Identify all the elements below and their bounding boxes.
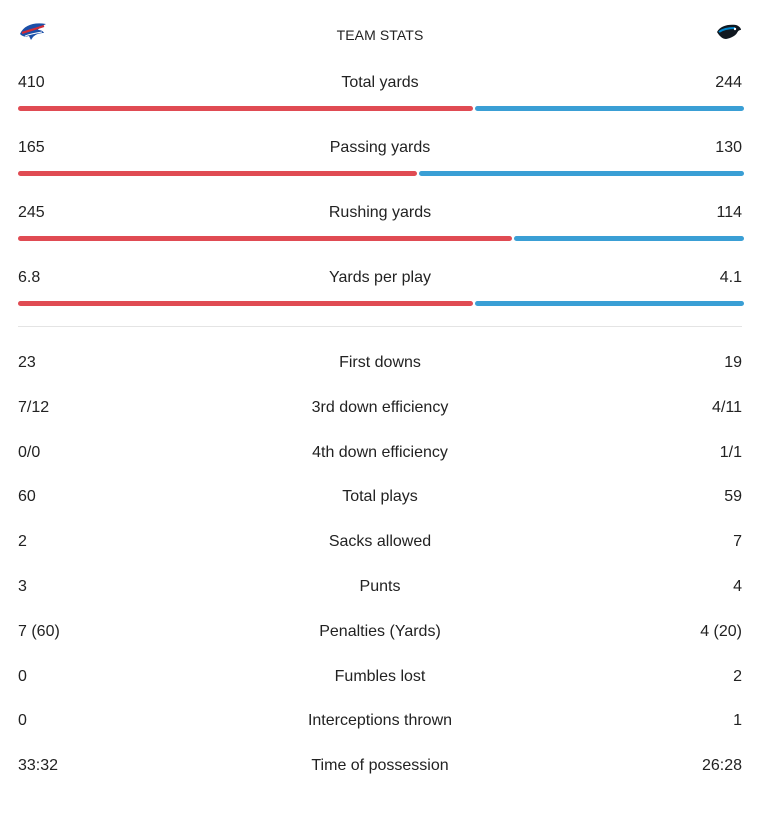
stat-row-fumbles-lost: 0 Fumbles lost 2 <box>18 664 742 709</box>
comparison-bar <box>18 236 744 241</box>
yardage-comparison: 410 Total yards 244 165 Passing yards 13… <box>18 64 744 324</box>
stat-label: Penalties (Yards) <box>319 622 441 640</box>
stat-label: Passing yards <box>329 139 431 156</box>
panthers-logo-icon <box>717 24 741 39</box>
away-value: 1 <box>733 712 742 730</box>
away-value: 19 <box>724 354 742 371</box>
home-bar-segment <box>18 106 474 111</box>
away-value: 7 <box>733 533 742 551</box>
stat-label: Time of possession <box>311 757 449 775</box>
home-value: 6.8 <box>18 269 41 286</box>
away-value: 2 <box>733 667 742 685</box>
home-value: 33:32 <box>18 757 59 775</box>
home-value: 7/12 <box>18 398 50 416</box>
away-value: 114 <box>716 204 742 221</box>
away-value: 1/1 <box>719 443 742 461</box>
stat-row-sacks-allowed: 2 Sacks allowed 7 <box>18 529 742 574</box>
home-value: 0 <box>18 667 27 685</box>
stat-label: Total yards <box>341 74 419 91</box>
away-value: 4 <box>733 577 742 595</box>
stat-total-yards: 410 Total yards 244 <box>18 64 744 129</box>
away-value: 59 <box>724 488 742 506</box>
stat-row-total-plays: 60 Total plays 59 <box>18 484 742 529</box>
home-value: 60 <box>18 488 36 506</box>
stat-row-fourth-down-efficiency: 0/0 4th down efficiency 1/1 <box>18 440 742 485</box>
home-value: 245 <box>18 204 45 221</box>
comparison-bar <box>18 171 744 176</box>
stat-label: Punts <box>359 577 401 595</box>
stat-row-punts: 3 Punts 4 <box>18 574 742 619</box>
home-value: 2 <box>18 533 27 551</box>
stat-row-third-down-efficiency: 7/12 3rd down efficiency 4/11 <box>18 395 742 440</box>
away-value: 244 <box>715 74 742 91</box>
away-bar-segment <box>475 106 744 111</box>
stat-label: 3rd down efficiency <box>311 398 449 416</box>
stat-label: 4th down efficiency <box>312 443 448 461</box>
stat-row-interceptions-thrown: 0 Interceptions thrown 1 <box>18 708 742 753</box>
page-title: TEAM STATS <box>336 27 424 43</box>
stat-label: Fumbles lost <box>334 667 426 685</box>
home-value: 23 <box>18 354 36 371</box>
home-value: 0/0 <box>18 443 41 461</box>
bills-logo-icon <box>20 23 46 40</box>
stat-label: Yards per play <box>329 269 431 286</box>
away-bar-segment <box>513 236 744 241</box>
away-bar-segment <box>475 301 744 306</box>
home-bar-segment <box>18 301 474 306</box>
home-value: 3 <box>18 577 27 595</box>
comparison-bar <box>18 301 744 306</box>
stat-row-first-downs: 23 First downs 19 <box>18 350 742 395</box>
home-value: 0 <box>18 712 27 730</box>
home-value: 410 <box>18 74 45 91</box>
home-bar-segment <box>18 236 512 241</box>
away-bar-segment <box>419 171 744 176</box>
comparison-bar <box>18 106 744 111</box>
stat-label: Sacks allowed <box>328 533 432 551</box>
stat-label: Interceptions thrown <box>307 712 453 730</box>
stat-row-penalties: 7 (60) Penalties (Yards) 4 (20) <box>18 619 742 664</box>
stat-label: First downs <box>339 354 421 371</box>
home-value: 7 (60) <box>18 622 60 640</box>
away-value: 130 <box>715 139 742 156</box>
stats-list: 23 First downs 19 7/12 3rd down efficien… <box>18 350 742 798</box>
home-value: 165 <box>18 139 45 156</box>
away-value: 4/11 <box>712 398 742 416</box>
team-stats-header: TEAM STATS <box>18 18 742 52</box>
home-bar-segment <box>18 171 418 176</box>
stat-label: Rushing yards <box>328 204 432 221</box>
stat-label: Total plays <box>342 488 418 506</box>
stat-rushing-yards: 245 Rushing yards 114 <box>18 194 744 259</box>
away-value: 26:28 <box>701 757 742 775</box>
stat-yards-per-play: 6.8 Yards per play 4.1 <box>18 259 744 324</box>
section-divider <box>18 326 742 327</box>
stat-passing-yards: 165 Passing yards 130 <box>18 129 744 194</box>
away-value: 4 (20) <box>700 622 742 640</box>
away-value: 4.1 <box>719 269 742 286</box>
stat-row-time-of-possession: 33:32 Time of possession 26:28 <box>18 753 742 798</box>
